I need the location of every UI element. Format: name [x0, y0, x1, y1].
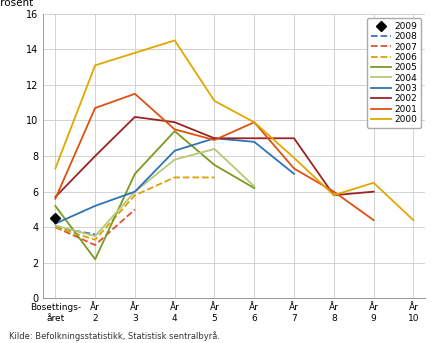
Text: Prosent: Prosent — [0, 0, 33, 8]
Text: Kilde: Befolkningsstatistikk, Statistisk sentralbyrå.: Kilde: Befolkningsstatistikk, Statistisk… — [9, 331, 220, 341]
Legend: 2009, 2008, 2007, 2006, 2005, 2004, 2003, 2002, 2001, 2000: 2009, 2008, 2007, 2006, 2005, 2004, 2003… — [367, 18, 421, 128]
